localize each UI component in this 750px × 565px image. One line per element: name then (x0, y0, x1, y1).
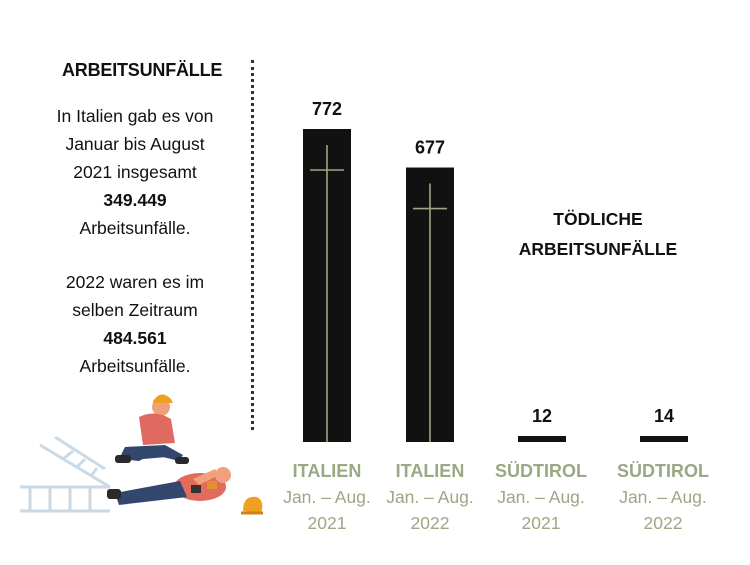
text-line: selben Zeitraum (72, 300, 198, 320)
category-year: 2021 (307, 513, 347, 533)
text-line: Arbeitsunfälle. (79, 356, 191, 376)
text-paragraph-2021: In Italien gab es von Januar bis August … (40, 102, 230, 242)
text-line: 2022 waren es im (65, 272, 205, 292)
category-region: ITALIEN (395, 461, 465, 481)
category-period: Jan. – Aug. (283, 487, 371, 507)
chart-title-line: TÖDLICHE (553, 209, 643, 229)
kneeling-worker-icon (115, 394, 189, 464)
accident-total-2022: 484.561 (103, 328, 167, 348)
ladder-icon (20, 435, 111, 513)
category-region: SÜDTIROL (617, 461, 709, 481)
category-year: 2022 (410, 513, 450, 533)
category-region: SÜDTIROL (495, 461, 587, 481)
accident-total-2021: 349.449 (103, 190, 167, 210)
chart-title-line: ARBEITSUNFÄLLE (518, 239, 678, 259)
helmet-icon (241, 496, 263, 515)
bar-value-label: 677 (415, 138, 445, 158)
category-label-suedtirol-2022: SÜDTIROL Jan. – Aug. 2022 (598, 458, 728, 536)
category-period: Jan. – Aug. (386, 487, 474, 507)
category-region: ITALIEN (292, 461, 362, 481)
bar-2 (518, 436, 566, 442)
chart-title: TÖDLICHE ARBEITSUNFÄLLE (508, 204, 688, 264)
cross-icon (310, 145, 344, 442)
worker-accident-illustration (20, 394, 263, 515)
category-label-suedtirol-2021: SÜDTIROL Jan. – Aug. 2021 (476, 458, 606, 536)
text-line: Arbeitsunfälle. (79, 218, 191, 238)
category-label-italien-2021: ITALIEN Jan. – Aug. 2021 (262, 458, 392, 536)
text-heading: ARBEITSUNFÄLLE (62, 60, 223, 80)
injured-worker-icon (107, 467, 231, 505)
bar-value-label: 772 (312, 99, 342, 119)
category-period: Jan. – Aug. (619, 487, 707, 507)
bar-value-label: 14 (654, 406, 674, 426)
dotted-divider (251, 60, 254, 430)
text-paragraph-2022: 2022 waren es im selben Zeitraum 484.561… (40, 268, 230, 380)
category-year: 2022 (643, 513, 683, 533)
text-line: Januar bis August (65, 134, 205, 154)
cross-icon (413, 183, 447, 442)
bar-3 (640, 436, 688, 442)
category-period: Jan. – Aug. (497, 487, 585, 507)
category-year: 2021 (521, 513, 561, 533)
bar-value-label: 12 (532, 406, 552, 426)
text-line: 2021 insgesamt (73, 162, 197, 182)
category-label-italien-2022: ITALIEN Jan. – Aug. 2022 (365, 458, 495, 536)
text-line: In Italien gab es von (56, 106, 214, 126)
